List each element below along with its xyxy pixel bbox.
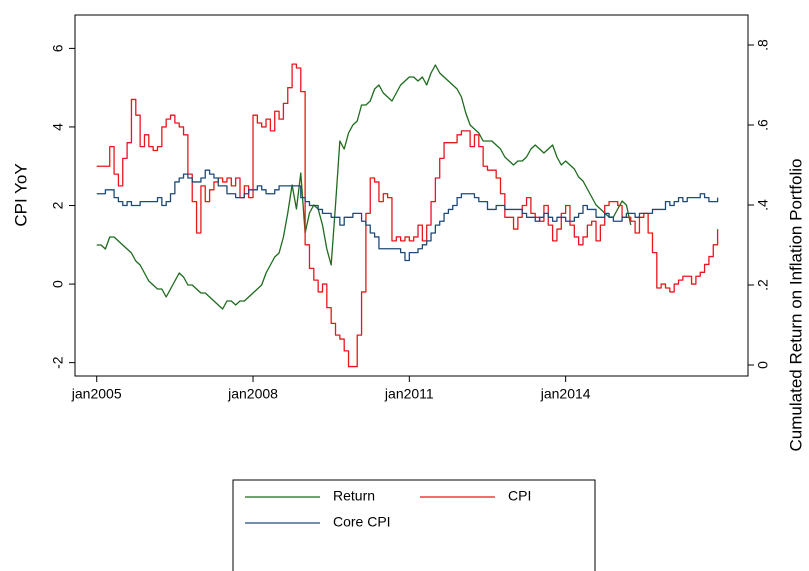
x-tick-label: jan2005: [71, 386, 122, 402]
y-tick-label: 2: [50, 201, 66, 209]
legend-box: [232, 479, 596, 571]
series-line: [96, 63, 719, 368]
y-tick-label: 6: [50, 44, 66, 52]
series-line: [96, 169, 719, 262]
y2-tick-label: .8: [755, 39, 771, 51]
plot-frame: [74, 14, 749, 377]
y-tick-label: 4: [50, 123, 66, 131]
y2-tick-label: .2: [755, 279, 771, 291]
legend-label: Return: [333, 488, 375, 504]
y-tick-label: 0: [50, 280, 66, 288]
series-line: [96, 64, 632, 310]
legend-label: CPI: [508, 488, 531, 504]
x-tick-label: jan2014: [540, 386, 591, 402]
x-tick-label: jan2011: [384, 386, 434, 402]
y2-tick-label: 0: [755, 361, 771, 369]
x-tick-label: jan2008: [227, 386, 278, 402]
y2-axis-title: Cumulated Return on Inflation Portfolio: [786, 159, 805, 452]
y-tick-label: -2: [50, 356, 66, 369]
y2-tick-label: .6: [755, 119, 771, 131]
legend-label: Core CPI: [333, 514, 391, 530]
y-axis-title: CPI YoY: [11, 163, 30, 226]
y2-tick-label: .4: [755, 199, 771, 211]
